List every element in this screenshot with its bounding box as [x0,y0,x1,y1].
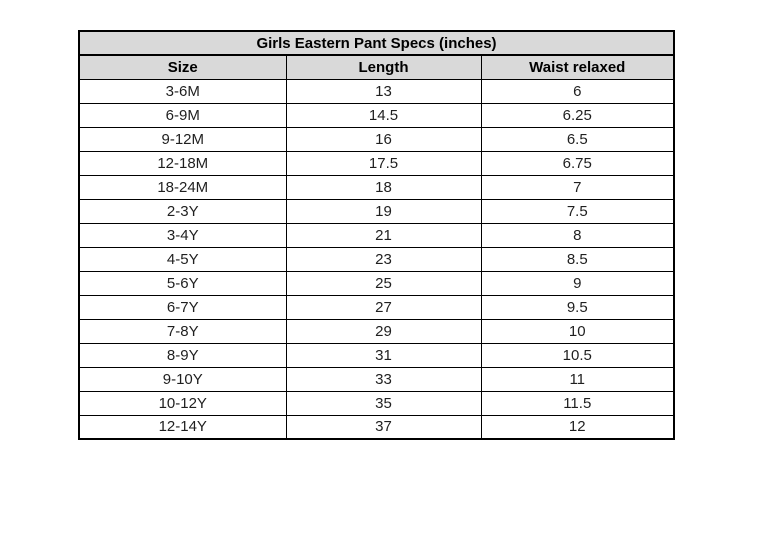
cell-size: 6-7Y [78,294,287,320]
table-row: 5-6Y 25 9 [78,270,675,296]
table-row: 3-6M 13 6 [78,78,675,104]
cell-waist-relaxed: 12 [480,414,675,440]
table-body: 3-6M 13 6 6-9M 14.5 6.25 9-12M 16 6.5 12-18M 17.5 6… [78,78,675,440]
cell-waist-relaxed: 9.5 [480,294,675,320]
cell-length: 13 [285,78,482,104]
cell-waist-relaxed: 6 [480,78,675,104]
column-header-length: Length [285,54,482,80]
spec-table-container: Girls Eastern Pant Specs (inches) Size L… [78,30,675,440]
cell-size: 8-9Y [78,342,287,368]
cell-size: 10-12Y [78,390,287,416]
cell-length: 29 [285,318,482,344]
cell-waist-relaxed: 9 [480,270,675,296]
table-row: 6-9M 14.5 6.25 [78,102,675,128]
table-row: 7-8Y 29 10 [78,318,675,344]
cell-waist-relaxed: 11 [480,366,675,392]
cell-length: 21 [285,222,482,248]
table-row: 10-12Y 35 11.5 [78,390,675,416]
cell-size: 5-6Y [78,270,287,296]
cell-size: 2-3Y [78,198,287,224]
cell-size: 3-6M [78,78,287,104]
table-title: Girls Eastern Pant Specs (inches) [78,30,675,56]
spec-table: Girls Eastern Pant Specs (inches) Size L… [78,30,675,440]
cell-length: 17.5 [285,150,482,176]
table-row: 9-12M 16 6.5 [78,126,675,152]
table-row: 8-9Y 31 10.5 [78,342,675,368]
cell-waist-relaxed: 7.5 [480,198,675,224]
cell-length: 14.5 [285,102,482,128]
table-header-row: Size Length Waist relaxed [78,54,675,80]
cell-size: 9-12M [78,126,287,152]
cell-length: 33 [285,366,482,392]
cell-size: 12-18M [78,150,287,176]
cell-size: 9-10Y [78,366,287,392]
cell-size: 7-8Y [78,318,287,344]
cell-size: 12-14Y [78,414,287,440]
table-row: 6-7Y 27 9.5 [78,294,675,320]
cell-length: 16 [285,126,482,152]
cell-length: 19 [285,198,482,224]
cell-size: 18-24M [78,174,287,200]
cell-size: 3-4Y [78,222,287,248]
column-header-size: Size [78,54,287,80]
cell-waist-relaxed: 6.5 [480,126,675,152]
cell-waist-relaxed: 11.5 [480,390,675,416]
table-row: 9-10Y 33 11 [78,366,675,392]
column-header-waist-relaxed: Waist relaxed [480,54,675,80]
cell-length: 31 [285,342,482,368]
table-row: 18-24M 18 7 [78,174,675,200]
cell-length: 35 [285,390,482,416]
cell-length: 23 [285,246,482,272]
cell-waist-relaxed: 6.75 [480,150,675,176]
cell-length: 18 [285,174,482,200]
table-title-row: Girls Eastern Pant Specs (inches) [78,30,675,56]
cell-length: 27 [285,294,482,320]
cell-waist-relaxed: 7 [480,174,675,200]
table-row: 12-14Y 37 12 [78,414,675,440]
cell-length: 25 [285,270,482,296]
table-row: 2-3Y 19 7.5 [78,198,675,224]
table-row: 4-5Y 23 8.5 [78,246,675,272]
cell-waist-relaxed: 8.5 [480,246,675,272]
cell-size: 6-9M [78,102,287,128]
cell-waist-relaxed: 8 [480,222,675,248]
cell-size: 4-5Y [78,246,287,272]
cell-length: 37 [285,414,482,440]
cell-waist-relaxed: 10 [480,318,675,344]
table-row: 12-18M 17.5 6.75 [78,150,675,176]
cell-waist-relaxed: 6.25 [480,102,675,128]
table-row: 3-4Y 21 8 [78,222,675,248]
cell-waist-relaxed: 10.5 [480,342,675,368]
